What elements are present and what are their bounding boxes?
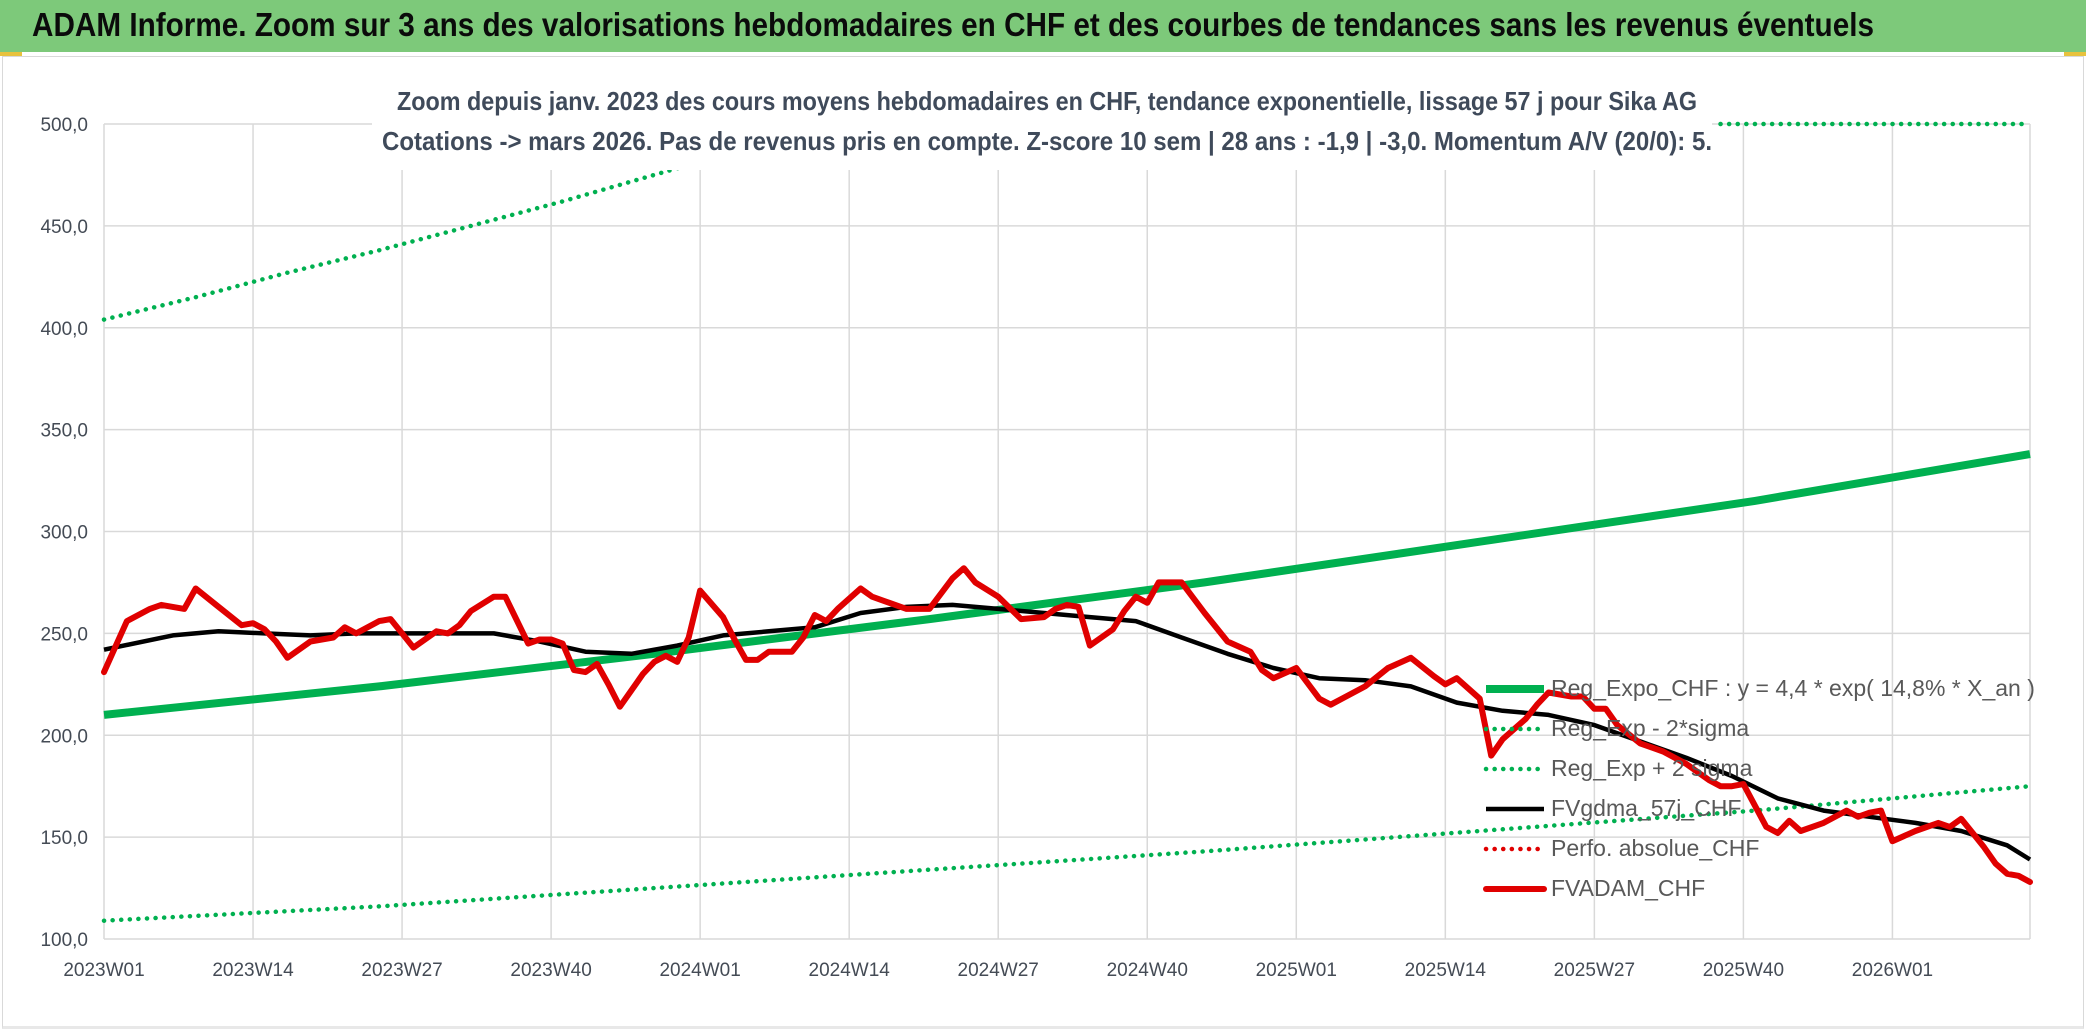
- y-tick-label: 400,0: [40, 319, 88, 340]
- series-line-price-5: [101, 565, 2033, 885]
- series-line-band-2: [101, 131, 795, 322]
- legend-label-perf: Perfo. absolue_CHF: [1551, 835, 1759, 861]
- series: [101, 121, 2033, 923]
- y-tick-label: 300,0: [40, 523, 88, 544]
- subtitle-line-1: Zoom depuis janv. 2023 des cours moyens …: [397, 86, 1697, 116]
- subtitle-line-2: Cotations -> mars 2026. Pas de revenus p…: [382, 126, 1712, 156]
- x-tick-label: 2025W40: [1703, 960, 1784, 981]
- y-tick-label: 100,0: [40, 930, 88, 951]
- legend-label-band: Reg_Exp - 2*sigma: [1551, 715, 1749, 741]
- x-tick-label: 2024W01: [659, 960, 740, 981]
- y-tick-label: 250,0: [40, 624, 88, 645]
- corner-accent-right: [2064, 52, 2086, 56]
- y-tick-label: 150,0: [40, 828, 88, 849]
- legend-label-smooth: FVgdma_57j_CHF: [1551, 795, 1741, 821]
- x-tick-label: 2025W27: [1554, 960, 1635, 981]
- y-tick-label: 450,0: [40, 217, 88, 238]
- legend-label-price: FVADAM_CHF: [1551, 875, 1705, 901]
- chart-frame: [2, 56, 2084, 1029]
- x-tick-label: 2025W01: [1256, 960, 1337, 981]
- report-header-banner: ADAM Informe. Zoom sur 3 ans des valoris…: [0, 0, 2086, 54]
- x-tick-label: 2025W14: [1405, 960, 1487, 981]
- x-tick-label: 2024W14: [809, 960, 891, 981]
- chart-subtitle: Zoom depuis janv. 2023 des cours moyens …: [372, 78, 1712, 170]
- corner-accent-left: [0, 52, 22, 56]
- x-tick-label: 2026W01: [1852, 960, 1933, 981]
- y-tick-label: 350,0: [40, 421, 88, 442]
- legend: Reg_Expo_CHF : y = 4,4 * exp( 14,8% * X_…: [1483, 675, 2035, 901]
- x-tick-label: 2023W27: [361, 960, 442, 981]
- x-tick-label: 2023W40: [510, 960, 591, 981]
- grid: [103, 123, 2031, 940]
- y-tick-label: 500,0: [40, 115, 88, 136]
- axes: 100,0 150,0 200,0 250,0 300,0 350,0 400,0 450,0…: [40, 115, 1933, 981]
- series-line-trend-0: [103, 450, 2031, 719]
- x-tick-label: 2023W01: [63, 960, 144, 981]
- report-title: ADAM Informe. Zoom sur 3 ans des valoris…: [32, 6, 1874, 43]
- x-tick-label: 2024W27: [958, 960, 1039, 981]
- legend-label-trend: Reg_Expo_CHF : y = 4,4 * exp( 14,8% * X_…: [1551, 675, 2035, 701]
- subtitle-background: [372, 78, 1712, 170]
- series-line-band-1: [101, 783, 2033, 923]
- x-tick-label: 2024W40: [1107, 960, 1188, 981]
- y-tick-label: 200,0: [40, 726, 88, 747]
- legend-label-band: Reg_Exp + 2 sigma: [1551, 755, 1753, 781]
- x-tick-label: 2023W14: [212, 960, 294, 981]
